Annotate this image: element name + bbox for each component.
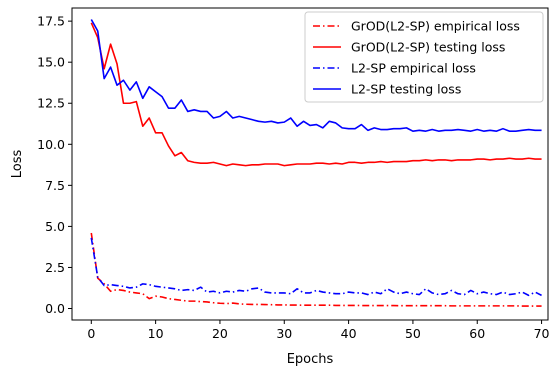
x-tick-label: 70 [534,326,550,341]
legend-label: L2-SP testing loss [351,82,461,97]
series-lines [90,19,542,307]
series-line-2 [90,22,542,167]
x-axis-label: Epochs [287,352,334,367]
y-tick-label: 17.5 [37,14,65,29]
legend-box [304,11,544,103]
legend-label: GrOD(L2-SP) testing loss [351,40,505,55]
x-tick-label: 20 [212,326,228,341]
x-tick-label: 30 [276,326,292,341]
y-tick-label: 7.5 [45,178,65,193]
legend-label: GrOD(L2-SP) empirical loss [351,19,520,34]
x-tick-label: 60 [469,326,485,341]
series-line-1 [90,232,542,307]
series-line-4 [90,19,542,132]
y-tick-label: 5.0 [45,219,65,234]
plot-frame [71,7,549,321]
y-tick-label: 2.5 [45,260,65,275]
y-tick-label: 15.0 [37,55,65,70]
legend-label: L2-SP empirical loss [351,61,476,76]
x-tick-label: 10 [148,326,164,341]
series-line-3 [90,237,542,297]
y-axis-label: Loss [10,150,25,179]
legend: GrOD(L2-SP) empirical loss GrOD(L2-SP) te… [304,11,544,103]
y-tick-label: 0.0 [45,301,65,316]
x-tick-label: 0 [87,326,95,341]
axis-ticks: 0 10 20 30 40 50 60 70 0.0 2.5 5.0 7.5 10.0 12.5 15.0 1… [37,14,549,341]
x-tick-label: 40 [341,326,357,341]
y-tick-label: 12.5 [37,96,65,111]
y-tick-label: 10.0 [37,137,65,152]
x-tick-label: 50 [405,326,421,341]
